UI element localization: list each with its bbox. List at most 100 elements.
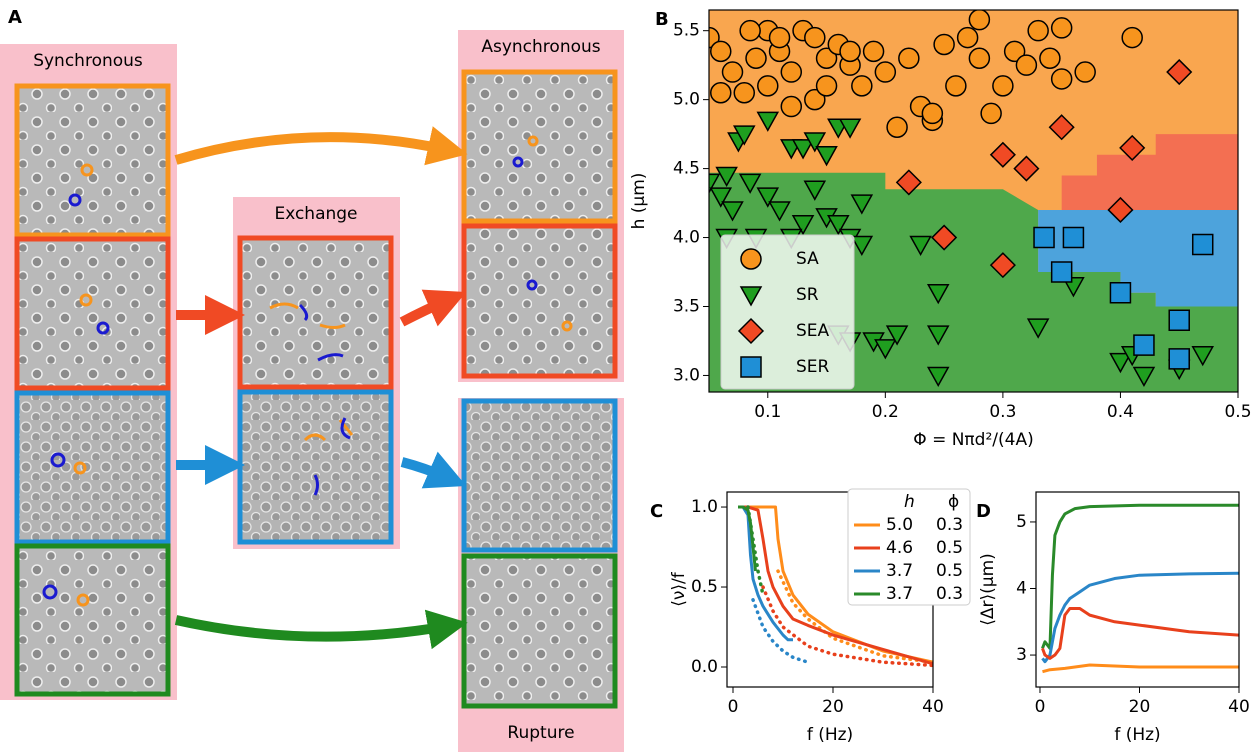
x-tick-label: 0.5 xyxy=(1224,402,1251,422)
y-tick-label: 3.0 xyxy=(673,365,700,385)
point xyxy=(1063,228,1083,248)
point xyxy=(817,76,837,96)
group-title: Synchronous xyxy=(33,51,143,71)
micrograph xyxy=(464,556,615,706)
point xyxy=(805,28,825,48)
legend-label: 0.3 xyxy=(936,584,963,604)
legend-label: 0.3 xyxy=(936,515,963,535)
y-tick-label: 4 xyxy=(1016,579,1027,599)
point xyxy=(934,34,954,54)
group-title: Asynchronous xyxy=(481,37,600,57)
x-tick-label: 40 xyxy=(1228,697,1250,717)
point xyxy=(958,28,978,48)
point xyxy=(1052,69,1072,89)
x-axis-label: f (Hz) xyxy=(1114,725,1160,745)
point xyxy=(758,76,778,96)
micrograph xyxy=(17,393,168,542)
micrograph xyxy=(240,392,391,542)
point xyxy=(746,48,766,68)
point xyxy=(1075,62,1095,82)
arrow xyxy=(402,462,448,478)
micrograph xyxy=(464,226,615,376)
point xyxy=(969,48,989,68)
y-axis-label: ⟨ν⟩/f xyxy=(669,571,689,606)
x-tick-label: 0 xyxy=(728,697,739,717)
x-tick-label: 40 xyxy=(922,697,944,717)
arrow xyxy=(402,300,448,322)
legend-label: SR xyxy=(796,285,819,305)
legend-label: 5.0 xyxy=(886,515,913,535)
legend-marker xyxy=(741,357,761,377)
x-tick-label: 0.1 xyxy=(754,402,781,422)
point xyxy=(1040,48,1060,68)
line xyxy=(1042,608,1239,658)
point xyxy=(899,48,919,68)
legend-header: ϕ xyxy=(948,492,959,512)
point xyxy=(1034,228,1054,248)
micrograph xyxy=(17,546,168,694)
micrograph xyxy=(464,72,615,221)
point xyxy=(740,21,760,41)
point xyxy=(969,10,989,30)
y-tick-label: 4.5 xyxy=(673,159,700,179)
x-tick-label: 0.4 xyxy=(1107,402,1134,422)
point xyxy=(864,41,884,61)
point xyxy=(1052,262,1072,282)
x-tick-label: 0 xyxy=(1035,697,1046,717)
y-tick-label: 3 xyxy=(1016,645,1027,665)
point xyxy=(734,83,754,103)
y-tick-label: 5.5 xyxy=(673,21,700,41)
y-tick-label: 1.0 xyxy=(691,497,718,517)
y-tick-label: 4.0 xyxy=(673,228,700,248)
legend-marker xyxy=(741,249,761,269)
chart: D02040345f (Hz)⟨Δr⟩(μm) xyxy=(976,492,1250,745)
point xyxy=(1169,310,1189,330)
point xyxy=(1110,283,1130,303)
legend-label: 3.7 xyxy=(886,584,913,604)
line xyxy=(1042,665,1239,672)
panel-label: B xyxy=(655,9,669,30)
micrograph xyxy=(17,239,168,388)
y-tick-label: 5 xyxy=(1016,512,1027,532)
point xyxy=(711,41,731,61)
x-axis-label: f (Hz) xyxy=(807,725,853,745)
panel-label: D xyxy=(976,501,991,522)
line xyxy=(1042,505,1239,648)
point xyxy=(993,76,1013,96)
x-axis-label: Φ = Nπd²/(4A) xyxy=(913,430,1033,450)
legend-label: 4.6 xyxy=(886,538,913,558)
y-tick-label: 3.5 xyxy=(673,296,700,316)
micrograph xyxy=(464,401,615,550)
legend-label: 3.7 xyxy=(886,561,913,581)
group-title: Rupture xyxy=(507,723,574,743)
point xyxy=(781,97,801,117)
point xyxy=(711,83,731,103)
line xyxy=(1042,573,1239,662)
point xyxy=(1134,335,1154,355)
point xyxy=(840,41,860,61)
point xyxy=(981,103,1001,123)
legend-label: SA xyxy=(796,249,819,269)
figure: A Synchronous Exchange Asynchronous Rupt… xyxy=(0,0,1253,752)
point xyxy=(852,76,872,96)
point xyxy=(1122,28,1142,48)
legend-label: SEA xyxy=(796,321,830,341)
y-axis-label: h (μm) xyxy=(629,173,649,230)
x-tick-label: 0.3 xyxy=(989,402,1016,422)
y-axis-label: ⟨Δr⟩(μm) xyxy=(978,553,998,626)
panel-a: A Synchronous Exchange Asynchronous Rupt… xyxy=(0,7,624,752)
y-tick-label: 0.0 xyxy=(691,657,718,677)
point xyxy=(770,28,790,48)
panel-label: A xyxy=(8,7,22,28)
plot-area xyxy=(1042,505,1239,671)
y-tick-label: 5.0 xyxy=(673,90,700,110)
point xyxy=(946,76,966,96)
point xyxy=(1193,234,1213,254)
micrograph xyxy=(17,86,168,235)
x-tick-label: 0.2 xyxy=(872,402,899,422)
x-tick-label: 20 xyxy=(822,697,844,717)
legend-header: h xyxy=(904,492,915,512)
point xyxy=(1169,349,1189,369)
